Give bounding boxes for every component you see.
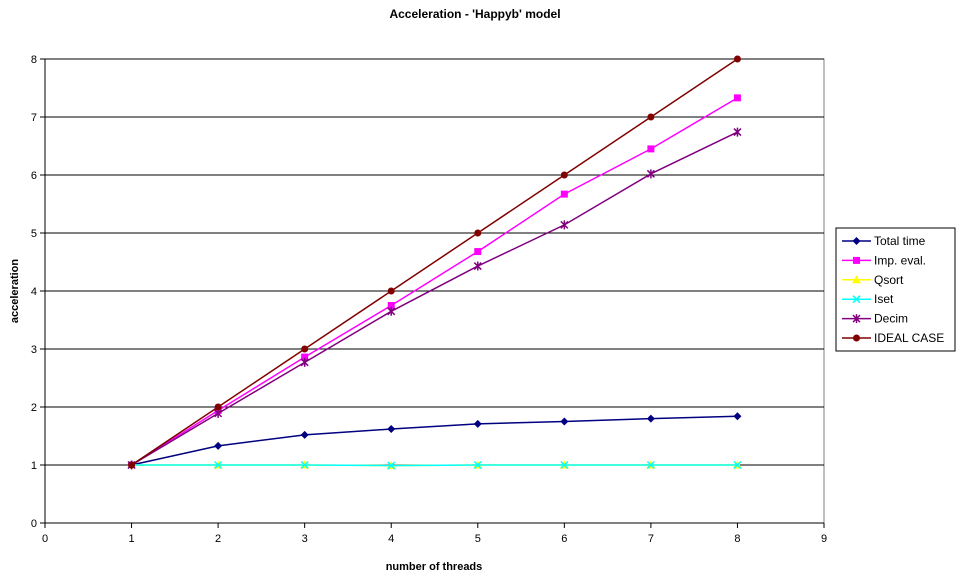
data-point-5-4 <box>474 229 482 237</box>
legend-box <box>835 227 956 352</box>
x-tick-label-5: 5 <box>475 533 481 545</box>
y-tick-label-0: 0 <box>31 518 37 530</box>
data-point-3-7 <box>733 460 742 470</box>
data-point-4-7 <box>733 127 742 137</box>
x-tick-label-6: 6 <box>561 533 567 545</box>
x-tick-label-3: 3 <box>302 533 308 545</box>
data-point-4-2 <box>300 357 309 367</box>
data-point-3-4 <box>473 460 482 470</box>
legend-label-4: Decim <box>874 312 908 326</box>
data-point-3-1 <box>214 460 223 470</box>
y-tick-label-3: 3 <box>31 344 37 356</box>
series-line-3 <box>131 464 738 467</box>
data-point-5-3 <box>387 287 395 295</box>
legend-label-3: Iset <box>874 292 894 306</box>
data-point-0-2 <box>300 430 309 439</box>
data-point-1-2 <box>301 353 309 361</box>
data-point-1-7 <box>733 94 741 102</box>
x-tick-label-1: 1 <box>128 533 134 545</box>
y-tick-label-5: 5 <box>31 228 37 240</box>
series-line-0 <box>131 415 738 466</box>
x-tick-label-8: 8 <box>734 533 740 545</box>
series-line-4 <box>131 131 738 466</box>
y-tick-label-4: 4 <box>31 286 37 298</box>
data-point-4-6 <box>646 169 655 179</box>
legend-marker-4 <box>852 314 861 324</box>
data-point-0-3 <box>387 425 396 434</box>
chart-title: Acceleration - 'Happyb' model <box>389 7 560 21</box>
data-point-5-0 <box>128 461 136 469</box>
data-point-3-6 <box>646 460 655 470</box>
legend-label-2: Qsort <box>874 273 904 287</box>
data-point-4-3 <box>387 306 396 316</box>
legend-item-5: IDEAL CASE <box>842 331 944 345</box>
y-axis-title: acceleration <box>9 259 21 323</box>
data-point-4-5 <box>560 220 569 230</box>
data-point-5-7 <box>733 55 741 63</box>
y-tick-label-6: 6 <box>31 170 37 182</box>
y-tick-label-1: 1 <box>31 460 37 472</box>
legend-item-2: Qsort <box>842 273 904 287</box>
data-point-3-5 <box>560 460 569 470</box>
y-tick-label-2: 2 <box>31 402 37 414</box>
data-point-3-2 <box>300 460 309 470</box>
data-point-0-4 <box>473 419 482 428</box>
x-tick-label-2: 2 <box>215 533 221 545</box>
legend-marker-3 <box>852 295 861 304</box>
series-layer <box>127 55 742 470</box>
data-point-1-6 <box>647 145 655 153</box>
series-line-1 <box>131 97 738 466</box>
legend-label-1: Imp. eval. <box>874 253 926 267</box>
data-point-5-1 <box>214 403 222 411</box>
legend-label-0: Total time <box>874 234 926 248</box>
legend-label-5: IDEAL CASE <box>874 331 944 345</box>
data-point-0-1 <box>214 441 223 450</box>
series-5 <box>128 55 741 469</box>
legend-item-3: Iset <box>842 292 894 306</box>
legend-marker-0 <box>852 237 861 245</box>
data-point-0-6 <box>646 414 655 423</box>
data-point-1-3 <box>387 302 395 309</box>
legend-marker-5 <box>853 334 860 342</box>
axes: 0 1 2 3 4 5 6 7 8 9 0 1 2 3 4 5 6 7 8 <box>31 54 827 545</box>
data-point-3-3 <box>387 461 396 470</box>
legend: Total time Imp. eval. Qsort Iset Decim IDEAL … <box>835 227 956 352</box>
series-line-5 <box>131 58 738 466</box>
data-point-1-4 <box>474 248 482 256</box>
x-tick-label-7: 7 <box>648 533 654 545</box>
data-point-4-4 <box>473 261 482 271</box>
x-tick-label-0: 0 <box>42 533 48 545</box>
y-tick-label-7: 7 <box>31 112 37 124</box>
data-point-5-6 <box>647 113 655 121</box>
data-point-0-5 <box>560 417 569 426</box>
legend-item-0: Total time <box>842 234 926 248</box>
x-tick-label-4: 4 <box>388 533 394 545</box>
legend-item-1: Imp. eval. <box>842 253 926 267</box>
legend-marker-2 <box>852 275 861 284</box>
data-point-5-5 <box>560 171 568 179</box>
x-tick-label-9: 9 <box>821 533 827 545</box>
data-point-1-5 <box>560 190 568 198</box>
y-tick-label-8: 8 <box>31 54 37 66</box>
legend-marker-1 <box>853 256 860 264</box>
legend-item-4: Decim <box>842 312 908 326</box>
x-axis-title: number of threads <box>386 561 483 573</box>
data-point-5-2 <box>301 345 309 353</box>
data-point-0-7 <box>733 412 742 421</box>
